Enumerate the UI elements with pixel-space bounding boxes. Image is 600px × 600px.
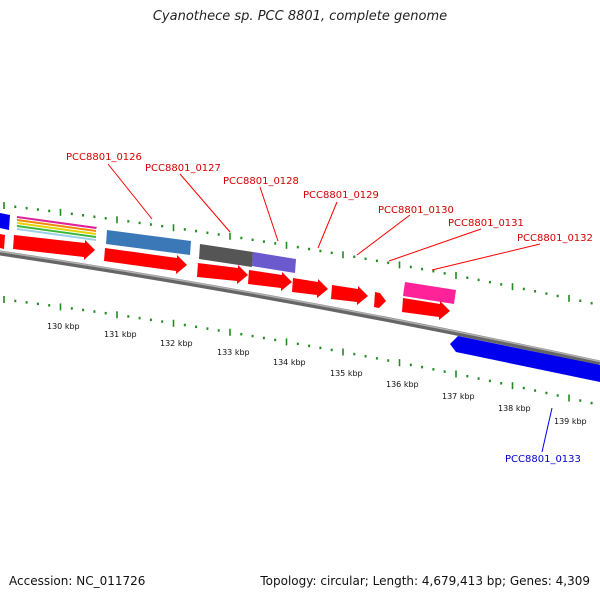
leader-line-reverse bbox=[541, 407, 553, 453]
gene-arrow bbox=[402, 298, 450, 320]
gene-label-0128: PCC8801_0128 bbox=[223, 176, 299, 187]
gene-arrow bbox=[292, 278, 328, 298]
gene-arrow bbox=[13, 235, 95, 260]
leader-line bbox=[356, 214, 411, 256]
feature-steelblue bbox=[106, 230, 191, 255]
feature-multicolor-stripe-orange bbox=[17, 219, 96, 232]
feature-multicolor-stripe-magenta bbox=[17, 216, 97, 229]
feature-multicolor-stripe-yellow bbox=[17, 222, 96, 235]
forward-strand-genes bbox=[0, 234, 450, 320]
inner-tick-ring bbox=[3, 296, 593, 405]
scale-label: 133 kbp bbox=[217, 348, 250, 357]
scale-label: 139 kbp bbox=[554, 417, 587, 426]
scale-label: 135 kbp bbox=[330, 369, 363, 378]
feature-lane bbox=[0, 213, 456, 304]
gene-label-0132: PCC8801_0132 bbox=[517, 233, 593, 244]
gene-label-0126: PCC8801_0126 bbox=[66, 152, 142, 163]
gene-label-0131: PCC8801_0131 bbox=[448, 218, 524, 229]
label-leader-lines bbox=[107, 163, 541, 271]
leader-line bbox=[179, 173, 231, 233]
feature-slateblue bbox=[252, 252, 296, 273]
gene-arrow bbox=[374, 292, 386, 308]
scale-label: 138 kbp bbox=[498, 404, 531, 413]
gene-arrow bbox=[331, 285, 368, 305]
feature-blue-left bbox=[0, 213, 10, 230]
leader-line bbox=[259, 186, 279, 242]
gene-arrow bbox=[104, 248, 187, 274]
outer-tick-ring bbox=[3, 201, 593, 305]
accession-text: Accession: NC_011726 bbox=[9, 574, 146, 588]
feature-multicolor-stripe-green bbox=[17, 225, 96, 238]
scale-label: 132 kbp bbox=[160, 339, 193, 348]
scale-label: 134 kbp bbox=[273, 358, 306, 367]
leader-line bbox=[107, 163, 153, 220]
genome-backbone bbox=[0, 250, 600, 366]
scale-label: 136 kbp bbox=[386, 380, 419, 389]
gene-label-0130: PCC8801_0130 bbox=[378, 205, 454, 216]
gene-label-0133: PCC8801_0133 bbox=[505, 454, 581, 465]
gene-arrow bbox=[0, 234, 5, 249]
feature-darkgray bbox=[199, 244, 253, 267]
scale-label: 131 kbp bbox=[104, 330, 137, 339]
gene-label-0127: PCC8801_0127 bbox=[145, 163, 221, 174]
leader-line bbox=[431, 243, 541, 271]
scale-label: 130 kbp bbox=[47, 322, 80, 331]
leader-line bbox=[317, 201, 338, 249]
scale-label: 137 kbp bbox=[442, 392, 475, 401]
topology-summary: Topology: circular; Length: 4,679,413 bp… bbox=[260, 574, 590, 588]
gene-label-0129: PCC8801_0129 bbox=[303, 190, 379, 201]
genome-title: Cyanothece sp. PCC 8801, complete genome bbox=[152, 9, 448, 24]
feature-pink bbox=[403, 282, 456, 304]
genome-backbone-highlight bbox=[0, 250, 600, 363]
gene-arrow bbox=[197, 263, 248, 284]
leader-line bbox=[388, 228, 482, 262]
gene-arrow bbox=[248, 270, 292, 291]
feature-multicolor-stripe-light bbox=[17, 228, 96, 241]
reverse-gene-arrow bbox=[450, 336, 600, 382]
